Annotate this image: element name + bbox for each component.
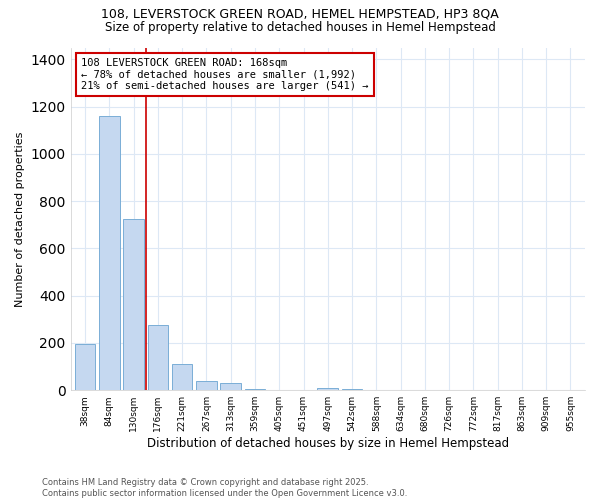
Text: Contains HM Land Registry data © Crown copyright and database right 2025.
Contai: Contains HM Land Registry data © Crown c…	[42, 478, 407, 498]
Bar	[124, 219, 144, 390]
Bar	[220, 383, 241, 390]
Bar	[317, 388, 338, 390]
Bar	[342, 389, 362, 390]
Bar	[245, 389, 265, 390]
Text: 108 LEVERSTOCK GREEN ROAD: 168sqm
← 78% of detached houses are smaller (1,992)
2: 108 LEVERSTOCK GREEN ROAD: 168sqm ← 78% …	[81, 58, 368, 91]
Bar	[75, 344, 95, 390]
Text: Size of property relative to detached houses in Hemel Hempstead: Size of property relative to detached ho…	[104, 21, 496, 34]
X-axis label: Distribution of detached houses by size in Hemel Hempstead: Distribution of detached houses by size …	[147, 437, 509, 450]
Y-axis label: Number of detached properties: Number of detached properties	[15, 131, 25, 306]
Bar	[148, 325, 168, 390]
Bar	[99, 116, 119, 390]
Bar	[196, 381, 217, 390]
Text: 108, LEVERSTOCK GREEN ROAD, HEMEL HEMPSTEAD, HP3 8QA: 108, LEVERSTOCK GREEN ROAD, HEMEL HEMPST…	[101, 8, 499, 20]
Bar	[172, 364, 193, 390]
